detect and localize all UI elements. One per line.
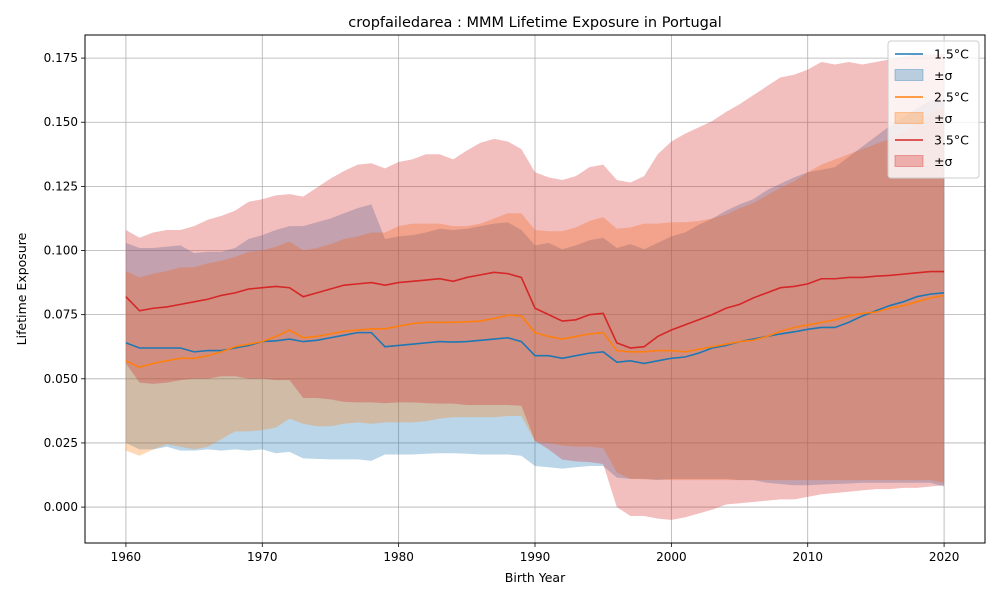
x-axis-ticks: 1960 1970 1980 1990 2000 2010 2020 bbox=[111, 543, 960, 564]
legend-label: 3.5°C bbox=[934, 133, 969, 148]
y-tick-label: 0.025 bbox=[44, 436, 78, 450]
series-lines bbox=[125, 270, 945, 369]
legend-band-swatch bbox=[894, 69, 924, 81]
uncertainty-bands bbox=[125, 54, 945, 520]
line-2.5°C bbox=[125, 294, 945, 369]
x-tick-label: 2020 bbox=[929, 550, 960, 564]
legend-band-swatch bbox=[894, 112, 924, 124]
band-1.5°C bbox=[125, 99, 945, 487]
band-3.5°C bbox=[125, 54, 945, 520]
legend-label: ±σ bbox=[934, 68, 952, 83]
y-tick-label: 0.000 bbox=[44, 500, 78, 514]
y-tick-label: 0.150 bbox=[44, 115, 78, 129]
legend-label: ±σ bbox=[934, 154, 952, 169]
band-2.5°C bbox=[125, 108, 945, 483]
line-3.5°C bbox=[125, 270, 945, 349]
y-axis-label: Lifetime Exposure bbox=[14, 232, 29, 345]
y-tick-label: 0.100 bbox=[44, 244, 78, 258]
x-tick-label: 1970 bbox=[247, 550, 278, 564]
y-tick-label: 0.175 bbox=[44, 51, 78, 65]
y-tick-label: 0.050 bbox=[44, 372, 78, 386]
x-tick-label: 1960 bbox=[111, 550, 142, 564]
x-tick-label: 1980 bbox=[383, 550, 414, 564]
grid-lines bbox=[85, 35, 985, 543]
x-tick-label: 2010 bbox=[792, 550, 823, 564]
x-axis-label: Birth Year bbox=[505, 570, 566, 585]
legend: 1.5°C ±σ 2.5°C ±σ 3.5°C ±σ bbox=[887, 40, 980, 179]
y-tick-label: 0.125 bbox=[44, 179, 78, 193]
chart-title: cropfailedarea : MMM Lifetime Exposure i… bbox=[348, 15, 722, 31]
legend-band-swatch bbox=[894, 155, 924, 167]
legend-box bbox=[887, 40, 980, 179]
x-tick-label: 1990 bbox=[520, 550, 551, 564]
legend-label: ±σ bbox=[934, 111, 952, 126]
legend-label: 1.5°C bbox=[934, 47, 969, 62]
legend-label: 2.5°C bbox=[934, 90, 969, 105]
y-axis-ticks: 0.000 0.025 0.050 0.075 0.100 0.125 0.150 0.175 bbox=[44, 51, 85, 514]
y-tick-label: 0.075 bbox=[44, 308, 78, 322]
x-tick-label: 2000 bbox=[656, 550, 687, 564]
